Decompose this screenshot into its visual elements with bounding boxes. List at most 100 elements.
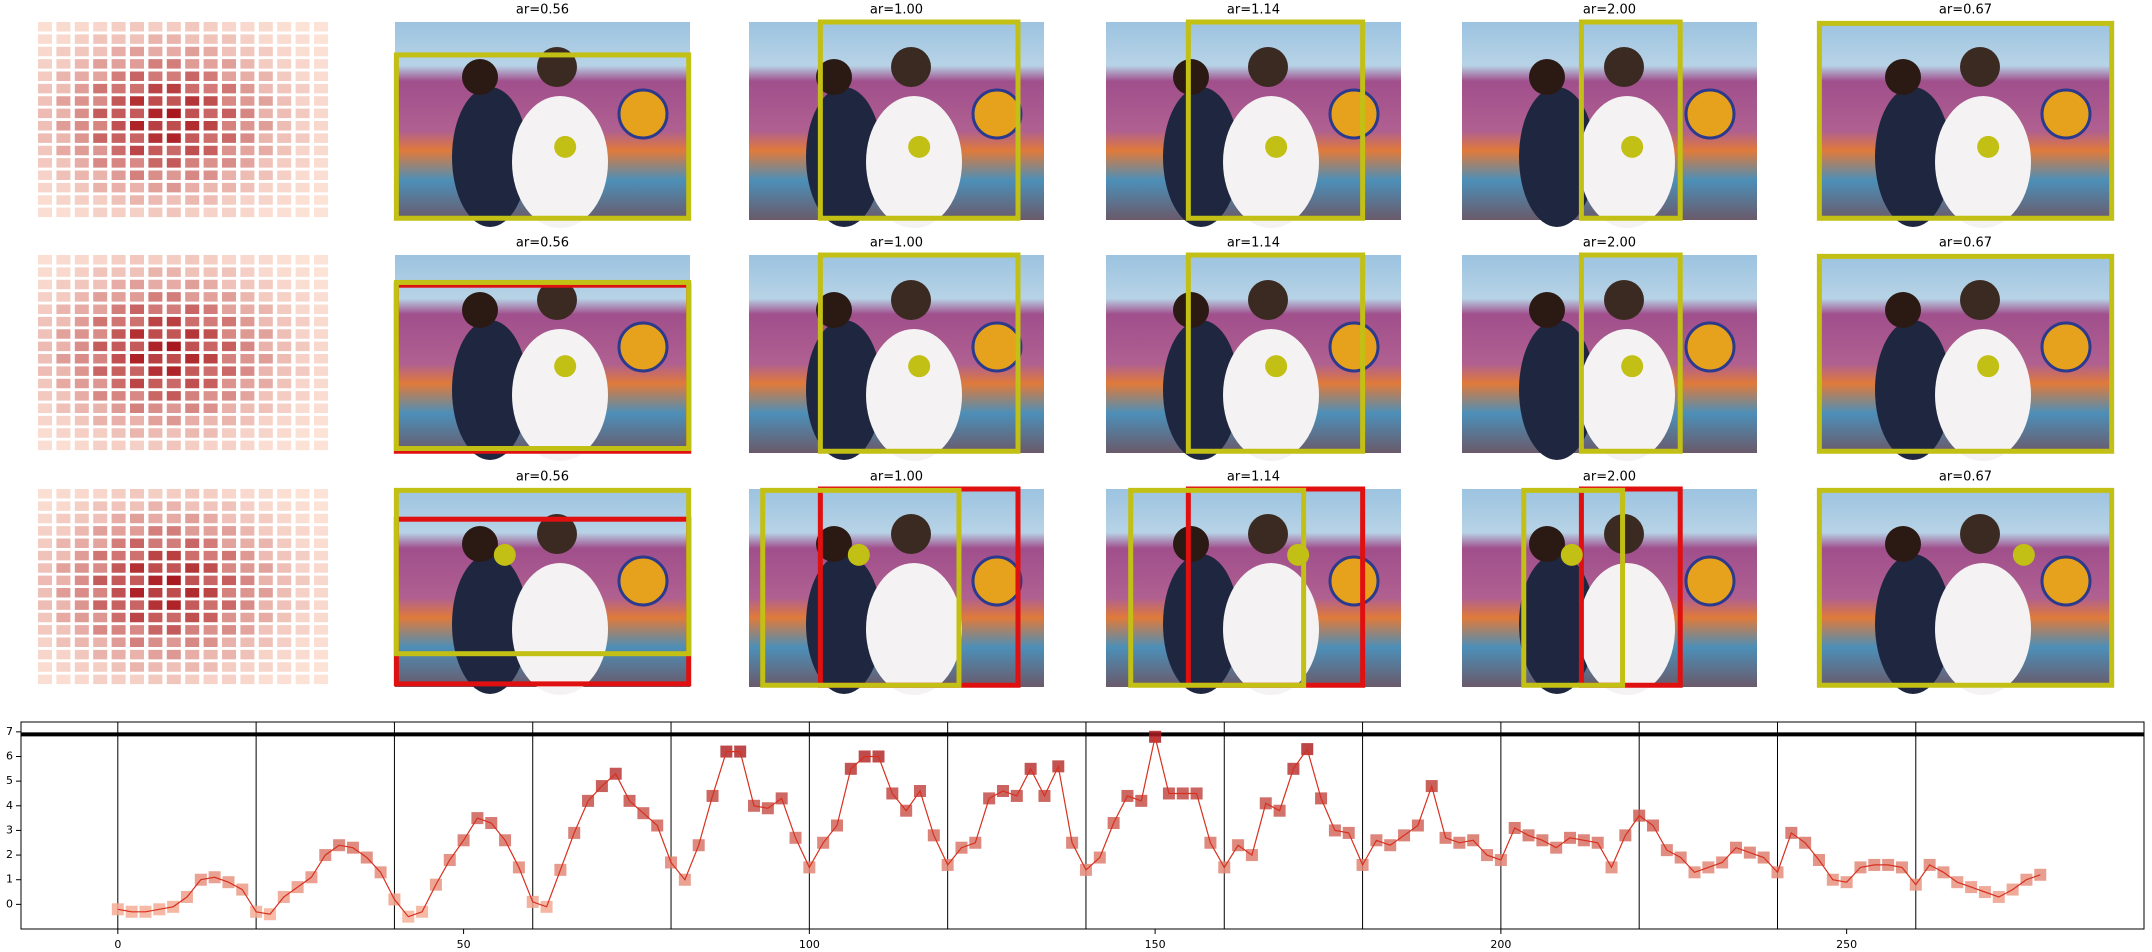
heatmap-cell [277,563,292,573]
yellow-box [1578,252,1683,454]
heatmap-cell [185,158,200,168]
ball [617,321,669,373]
heatmap-cell [203,304,218,314]
heatmap-cell [203,182,218,193]
panel-title: ar=1.14 [1227,3,1280,18]
heatmap-cell [203,46,218,57]
heatmap-cell [277,108,292,119]
heatmap-cell [148,501,163,511]
player-white [866,96,962,228]
player-dark-head [1885,59,1921,95]
yellow-box [1816,253,2115,454]
heatmap-cell [111,170,126,180]
heatmap-cell [314,267,328,277]
heatmap-cell [111,501,126,511]
heatmap-cell [295,170,310,180]
photo-panel: ar=1.00 [749,3,1044,228]
heatmap-cell [166,279,181,290]
heatmap-cell [111,440,126,451]
heatmap-cell [295,145,310,156]
heatmap-cell [38,46,52,57]
player-dark [1875,320,1951,460]
heatmap-cell [222,108,236,119]
heatmap-cell [111,550,126,561]
heatmap-cell [314,108,328,119]
player-dark [1519,320,1595,460]
heatmap-cell [185,403,200,413]
heatmap-cell [185,563,200,573]
heatmap-cell [222,649,236,660]
heatmap-cell [185,207,200,218]
heatmap-cell [203,83,218,94]
heatmap-cell [240,637,255,647]
heatmap-cell [185,83,200,94]
heatmap-cell [185,588,200,598]
heatmap-cell [240,674,255,685]
y-tick-label: 4 [6,799,13,812]
heatmap-cell [56,158,71,168]
heatmap-cell [148,489,163,499]
heatmap-cell [222,526,236,536]
heatmap-cell [148,46,163,57]
heatmap-cell [148,195,163,205]
heatmap-cell [258,279,273,290]
heatmap-cell [185,182,200,193]
heatmap-cell [93,316,108,327]
heatmap-cell [166,195,181,205]
series-line [117,736,2041,918]
heatmap-cell [56,415,71,426]
heatmap-cell [222,304,236,314]
heatmap-cell [277,207,292,218]
heatmap-cell [38,378,52,389]
heatmap-cell [38,158,52,168]
heatmap-cell [185,674,200,685]
heatmap-cell [258,662,273,672]
center-dot [1265,135,1288,158]
heatmap-cell [130,34,144,44]
heatmap-cell [166,440,181,451]
heatmap-cell [203,538,218,548]
heatmap-cell [295,674,310,685]
heatmap-cell [240,207,255,218]
heatmap-cell [295,71,310,81]
heatmap-cell [56,354,71,364]
heatmap-cell [277,489,292,499]
player-dark [1163,87,1239,227]
heatmap-cell [295,428,310,438]
heatmap-cell [111,279,126,290]
heatmap-cell [38,563,52,573]
heatmap-cell [258,563,273,573]
heatmap-cell [222,513,236,524]
heatmap-cell [56,341,71,352]
heatmap-cell [130,195,144,205]
heatmap-cell [258,46,273,57]
heatmap-cell [295,207,310,218]
heatmap-cell [295,625,310,635]
heatmap-cell [166,563,181,573]
heatmap-cell [130,378,144,389]
heatmap-cell [166,391,181,401]
heatmap-cell [295,267,310,277]
heatmap-cell [93,182,108,193]
heatmap-cell [38,625,52,635]
heatmap-cell [148,71,163,81]
heatmap-cell [93,563,108,573]
heatmap-cell [166,649,181,660]
heatmap-cell [111,538,126,548]
heatmap-cell [56,267,71,277]
heatmap-cell [314,292,328,302]
player-white [1935,329,2031,461]
heatmap-cell [148,267,163,277]
heatmap-cell [258,440,273,451]
heatmap-cell [277,625,292,635]
heatmap-cell [203,600,218,610]
yellow-box [1128,487,1307,688]
player-white [512,563,608,695]
y-tick-label: 7 [6,725,13,738]
heatmap-cell [203,341,218,352]
heatmap-cell [295,158,310,168]
heatmap-cell [240,22,255,32]
heatmap-cell [185,316,200,327]
player-dark [452,320,528,460]
heatmap-cell [56,649,71,660]
